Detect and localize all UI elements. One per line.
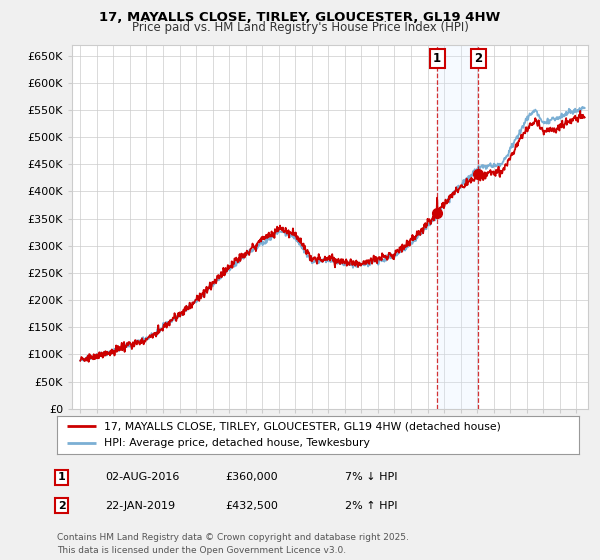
Text: 2% ↑ HPI: 2% ↑ HPI bbox=[345, 501, 398, 511]
Text: 22-JAN-2019: 22-JAN-2019 bbox=[105, 501, 175, 511]
Bar bbox=[437, 45, 478, 409]
Text: £360,000: £360,000 bbox=[225, 472, 278, 482]
Text: £432,500: £432,500 bbox=[225, 501, 278, 511]
Text: 17, MAYALLS CLOSE, TIRLEY, GLOUCESTER, GL19 4HW: 17, MAYALLS CLOSE, TIRLEY, GLOUCESTER, G… bbox=[100, 11, 500, 24]
Text: 7% ↓ HPI: 7% ↓ HPI bbox=[345, 472, 398, 482]
Text: 2: 2 bbox=[474, 52, 482, 65]
Text: Price paid vs. HM Land Registry's House Price Index (HPI): Price paid vs. HM Land Registry's House … bbox=[131, 21, 469, 34]
Text: 17, MAYALLS CLOSE, TIRLEY, GLOUCESTER, GL19 4HW (detached house): 17, MAYALLS CLOSE, TIRLEY, GLOUCESTER, G… bbox=[104, 421, 501, 431]
Text: 1: 1 bbox=[58, 472, 65, 482]
Text: Contains HM Land Registry data © Crown copyright and database right 2025.
This d: Contains HM Land Registry data © Crown c… bbox=[57, 533, 409, 554]
Text: 1: 1 bbox=[433, 52, 441, 65]
Text: HPI: Average price, detached house, Tewkesbury: HPI: Average price, detached house, Tewk… bbox=[104, 438, 370, 448]
Text: 02-AUG-2016: 02-AUG-2016 bbox=[105, 472, 179, 482]
Text: 2: 2 bbox=[58, 501, 65, 511]
